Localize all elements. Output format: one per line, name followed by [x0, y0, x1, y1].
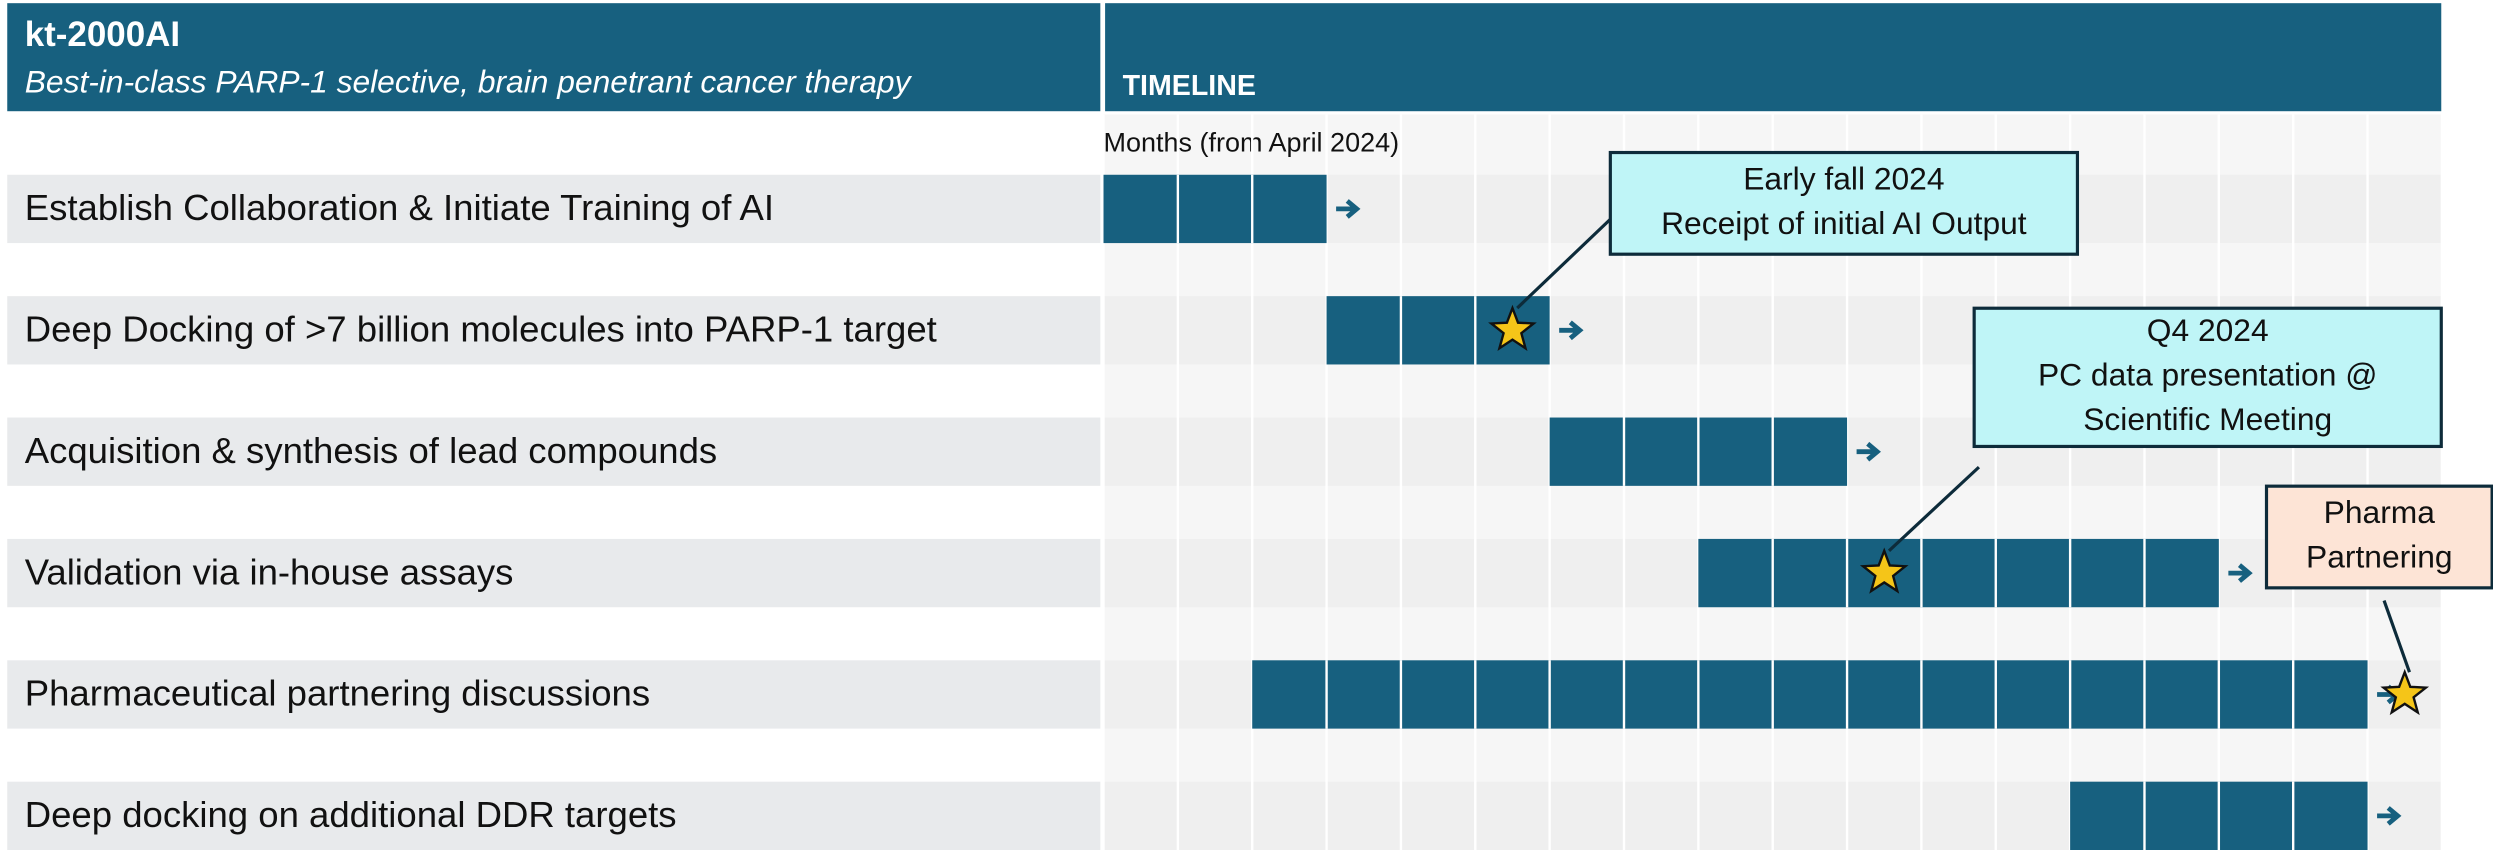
row-label-bg	[7, 174, 1101, 244]
callout-box	[1972, 306, 2443, 449]
callout-box	[1608, 150, 2080, 256]
row-label-bg	[7, 296, 1101, 365]
task-label: Deep docking on additional DDR targets	[25, 794, 677, 835]
row-label-bg	[7, 660, 1101, 729]
row-label-bg	[7, 781, 1101, 850]
milestone-star	[2380, 668, 2430, 716]
callout-text: Receipt of initial AI Output	[1661, 205, 2027, 241]
task-label: Deep Docking of >7 billion molecules int…	[25, 309, 937, 350]
arrow	[1559, 320, 1584, 341]
task-bar	[1698, 538, 2219, 608]
milestone-star	[1488, 304, 1537, 351]
callout-text: Partnering	[2306, 539, 2453, 575]
row-label-bg	[7, 417, 1101, 486]
callout-leader	[2382, 600, 2411, 673]
title: kt-2000AI	[25, 15, 180, 54]
callout-text: Early fall 2024	[1743, 161, 1944, 197]
callout-text: PC data presentation @	[2038, 357, 2378, 393]
callout-box	[2264, 484, 2493, 590]
subtitle: Best-in-class PARP-1 selective, brain pe…	[25, 64, 913, 100]
arrow	[1856, 441, 1881, 462]
callout-leader	[1516, 218, 1612, 310]
arrow	[2377, 806, 2402, 826]
task-label: Establish Collaboration & Initiate Train…	[25, 187, 774, 228]
arrow	[2228, 563, 2253, 583]
task-bar	[1103, 174, 1327, 244]
arrow	[1336, 199, 1361, 219]
callout-text: Pharma	[2324, 494, 2436, 530]
callout-leader	[1887, 465, 1981, 552]
header-left	[7, 3, 1101, 112]
task-label: Pharmaceutical partnering discussions	[25, 673, 650, 714]
timeline-label: TIMELINE	[1123, 70, 1256, 102]
row-label-bg	[7, 538, 1101, 608]
milestone-star	[1859, 547, 1909, 594]
callout-text: Q4 2024	[2147, 312, 2269, 348]
task-label: Acquisition & synthesis of lead compound…	[25, 430, 717, 471]
task-label: Validation via in-house assays	[25, 551, 514, 592]
header-right	[1105, 3, 2442, 112]
callout-text: Scientific Meeting	[2083, 401, 2332, 437]
task-bar	[1252, 660, 2368, 729]
